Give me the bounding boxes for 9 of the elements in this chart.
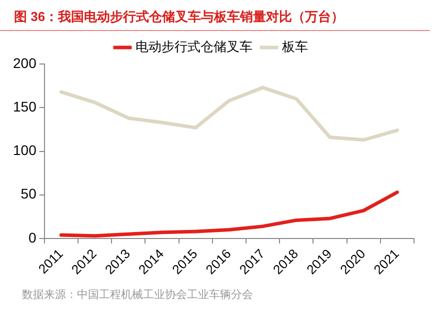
y-tick-label: 100 [13, 142, 37, 158]
legend-label: 电动步行式仓储叉车 [136, 39, 252, 54]
y-tick-label: 0 [28, 229, 37, 246]
y-tick-label: 50 [20, 186, 37, 202]
legend-label: 板车 [281, 39, 308, 54]
source-note: 数据来源：中国工程机械工业协会工业车辆分会 [21, 288, 254, 302]
y-tick-label: 200 [13, 54, 37, 71]
chart-title: 图 36：我国电动步行式仓储叉车与板车销量对比（万台） [0, 0, 430, 31]
y-tick-label: 150 [13, 98, 37, 114]
